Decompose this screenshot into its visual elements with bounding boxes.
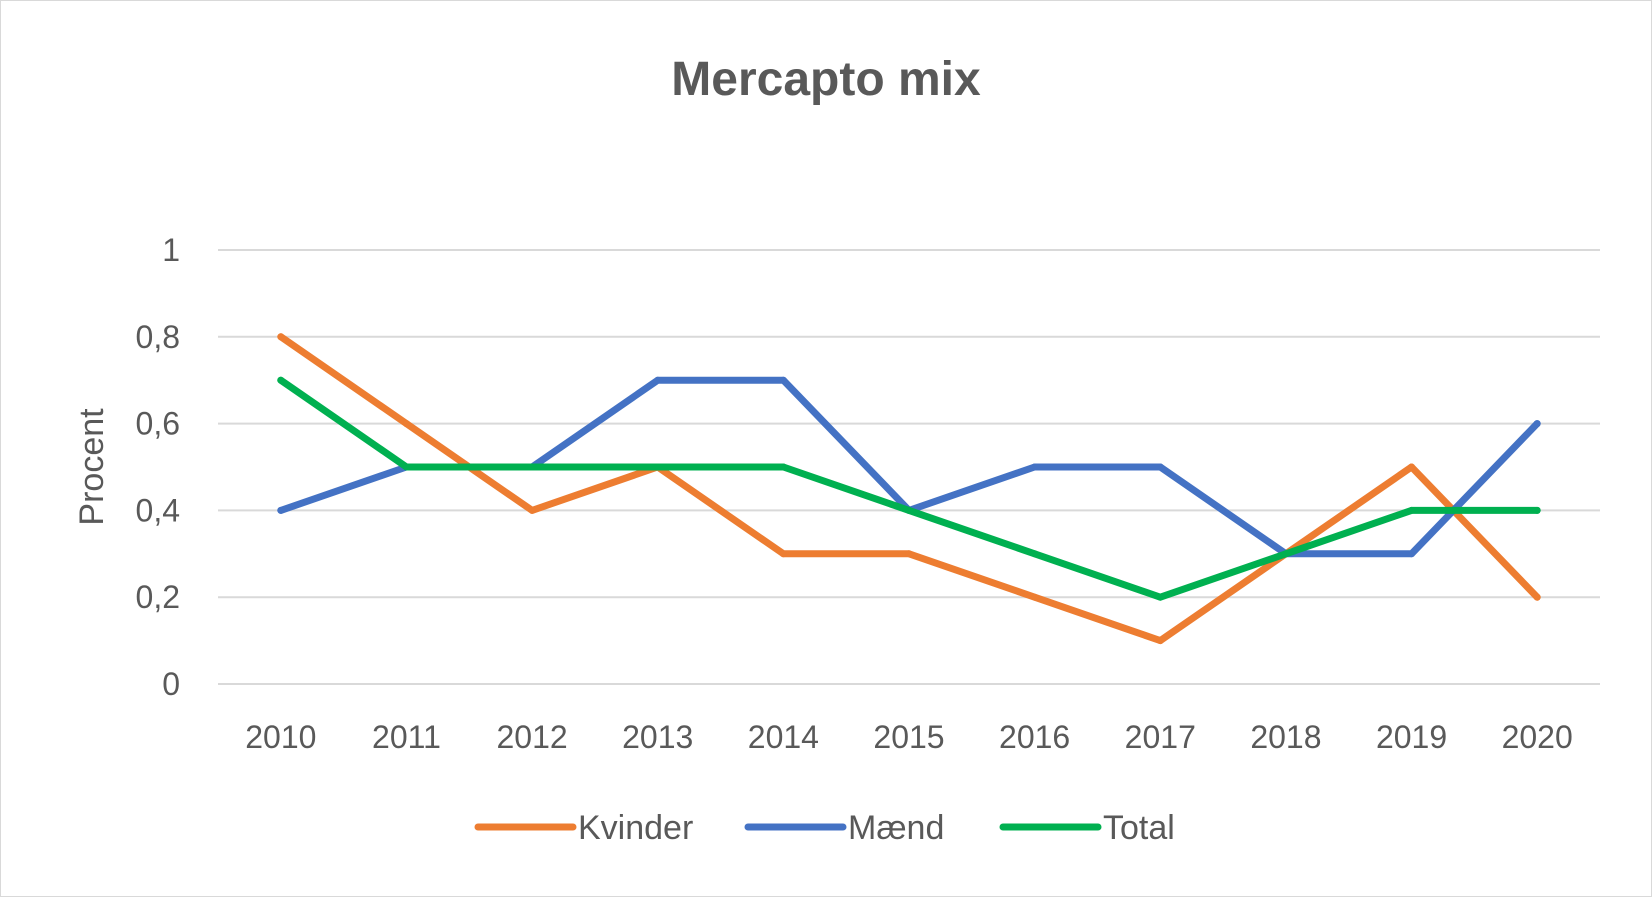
y-tick-label: 0,6 (136, 406, 180, 442)
y-tick-label: 0,8 (136, 319, 180, 355)
x-tick-label: 2015 (873, 719, 944, 755)
data-point (1533, 420, 1541, 428)
data-point (779, 463, 787, 471)
data-point (277, 333, 285, 341)
x-tick-label: 2013 (622, 719, 693, 755)
legend-label: Mænd (848, 809, 944, 847)
x-tick-label: 2018 (1250, 719, 1321, 755)
data-point (277, 506, 285, 514)
x-tick-label: 2014 (748, 719, 819, 755)
data-point (528, 463, 536, 471)
legend-label: Kvinder (578, 809, 693, 847)
data-point (1031, 550, 1039, 558)
gridlines (218, 249, 1600, 685)
y-tick-label: 0 (162, 666, 180, 702)
data-point (1408, 550, 1416, 558)
data-point (1031, 463, 1039, 471)
data-point (1156, 593, 1164, 601)
data-point (905, 550, 913, 558)
data-point (1156, 637, 1164, 645)
legend: Kvinder Mænd Total (474, 809, 1175, 847)
data-point (1282, 550, 1290, 558)
data-point (1533, 593, 1541, 601)
y-tick-label: 0,4 (136, 492, 180, 528)
y-tick-label: 1 (162, 232, 180, 268)
data-point (1533, 506, 1541, 514)
x-tick-label: 2016 (999, 719, 1070, 755)
data-point (779, 550, 787, 558)
x-tick-label: 2017 (1125, 719, 1196, 755)
y-tick-label: 0,2 (136, 579, 180, 615)
data-point (1408, 463, 1416, 471)
x-tick-label: 2011 (372, 719, 441, 755)
series-lines (277, 333, 1541, 645)
series-line-total (277, 376, 1541, 601)
chart-title: Mercapto mix (671, 53, 981, 106)
data-point (402, 463, 410, 471)
data-point (1031, 593, 1039, 601)
data-point (779, 376, 787, 384)
x-tick-label: 2012 (496, 719, 567, 755)
data-point (905, 506, 913, 514)
data-point (654, 463, 662, 471)
x-tick-label: 2019 (1376, 719, 1447, 755)
data-point (1408, 506, 1416, 514)
data-point (402, 420, 410, 428)
data-point (528, 506, 536, 514)
x-tick-label: 2020 (1502, 719, 1573, 755)
x-tick-label: 2010 (245, 719, 316, 755)
y-tick-labels: 0 0,2 0,4 0,6 0,8 1 (136, 232, 180, 702)
data-point (654, 376, 662, 384)
series-line-kvinder (277, 333, 1541, 645)
x-tick-labels: 2010 2011 2012 2013 2014 2015 2016 2017 2018 2019… (245, 719, 1573, 755)
legend-label: Total (1103, 809, 1175, 847)
y-axis-title: Procent (73, 408, 111, 526)
data-point (1156, 463, 1164, 471)
data-point (277, 376, 285, 384)
